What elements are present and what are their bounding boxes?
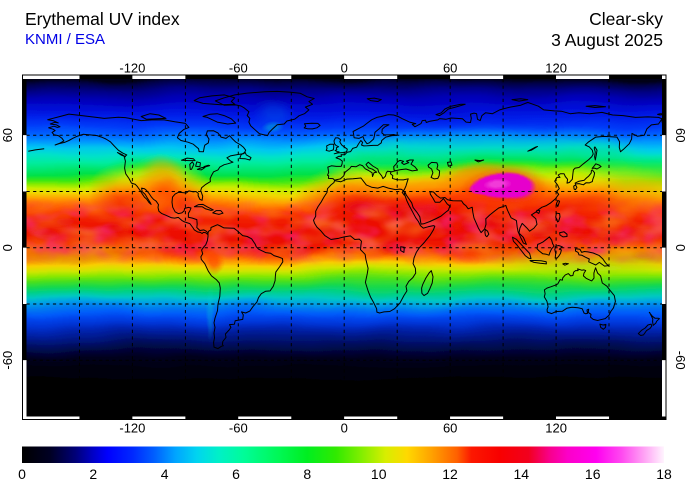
svg-text:Clear-sky: Clear-sky bbox=[589, 9, 663, 29]
svg-text:60: 60 bbox=[443, 421, 457, 436]
svg-text:0: 0 bbox=[341, 61, 348, 76]
svg-text:8: 8 bbox=[303, 466, 311, 482]
svg-text:-60: -60 bbox=[229, 421, 248, 436]
svg-text:6: 6 bbox=[232, 466, 240, 482]
svg-text:0: 0 bbox=[0, 244, 15, 251]
svg-text:-60: -60 bbox=[673, 351, 688, 370]
svg-text:60: 60 bbox=[0, 128, 15, 142]
svg-text:120: 120 bbox=[545, 61, 567, 76]
svg-text:0: 0 bbox=[673, 244, 688, 251]
svg-text:4: 4 bbox=[161, 466, 169, 482]
svg-text:KNMI / ESA: KNMI / ESA bbox=[25, 31, 105, 48]
svg-text:3 August 2025: 3 August 2025 bbox=[551, 30, 663, 50]
svg-text:60: 60 bbox=[443, 61, 457, 76]
svg-text:18: 18 bbox=[656, 466, 672, 482]
svg-text:-120: -120 bbox=[119, 61, 145, 76]
svg-text:2: 2 bbox=[89, 466, 97, 482]
svg-text:-60: -60 bbox=[229, 61, 248, 76]
svg-text:14: 14 bbox=[514, 466, 530, 482]
svg-text:16: 16 bbox=[585, 466, 601, 482]
svg-text:10: 10 bbox=[371, 466, 387, 482]
svg-text:12: 12 bbox=[442, 466, 458, 482]
svg-text:60: 60 bbox=[673, 128, 688, 142]
svg-text:0: 0 bbox=[341, 421, 348, 436]
svg-text:-60: -60 bbox=[0, 351, 15, 370]
svg-text:120: 120 bbox=[545, 421, 567, 436]
svg-text:-120: -120 bbox=[119, 421, 145, 436]
svg-text:0: 0 bbox=[18, 466, 26, 482]
svg-text:Erythemal UV index: Erythemal UV index bbox=[25, 9, 180, 29]
